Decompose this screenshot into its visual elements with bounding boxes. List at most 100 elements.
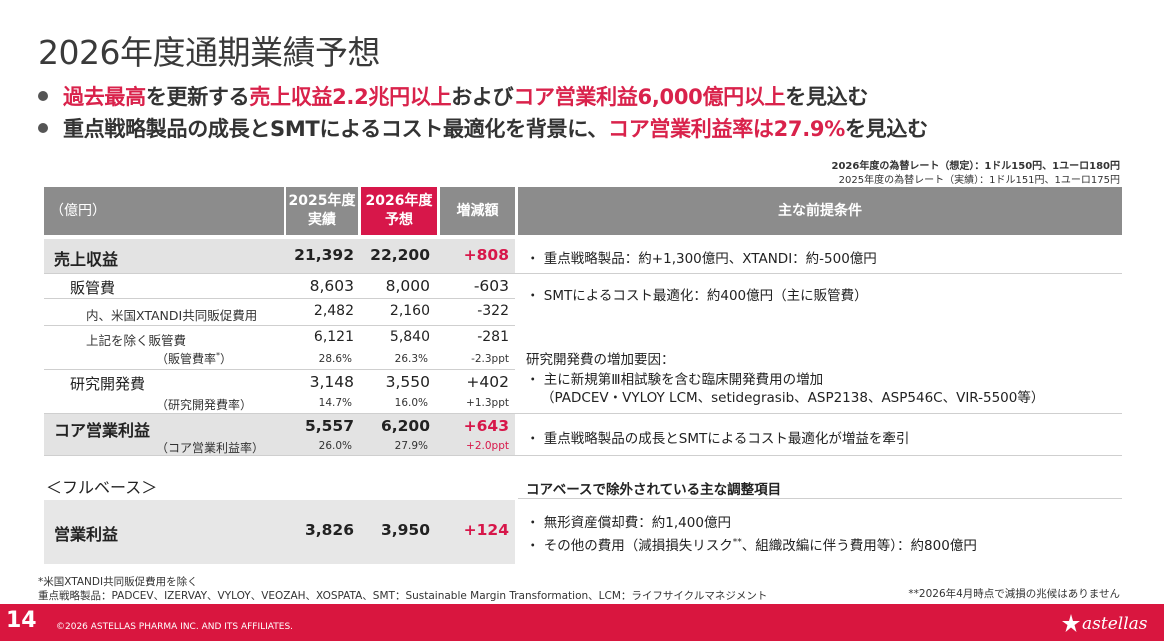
- row-divider: [44, 325, 515, 326]
- row-sga-ratio-change: -2.3ppt: [471, 353, 509, 365]
- row-sga-ex-fy2025: 6,121: [313, 329, 354, 345]
- footnote-2: 重点戦略製品：PADCEV、IZERVAY、VYLOY、VEOZAH、XOSPA…: [38, 590, 768, 602]
- page-title: 2026年度通期業績予想: [38, 33, 380, 72]
- page-number: 14: [6, 608, 37, 633]
- row-core-op-fy2025: 5,557: [304, 417, 354, 435]
- row-op-fy2025: 3,826: [304, 521, 354, 539]
- row-sga-fy2026: 8,000: [385, 277, 430, 295]
- premise-adjustment-2: ・ その他の費用（減損損失リスク**、組織改編に伴う費用等）：約800億円: [526, 534, 977, 555]
- col-header-fy2026-type: 予想: [385, 212, 413, 228]
- premise-sales: ・ 重点戦略製品：約+1,300億円、XTANDI：約-500億円: [526, 251, 877, 267]
- row-rd-label: 研究開発費: [70, 375, 146, 393]
- row-sga-label: 販管費: [70, 279, 116, 297]
- row-sga-fy2025: 8,603: [309, 277, 354, 295]
- bullet-1-seg-3: 売上収益2.2兆円以上: [249, 85, 452, 109]
- bullet-1-seg-6: を見込む: [785, 85, 869, 109]
- row-sales-fy2026: 22,200: [370, 246, 430, 264]
- bullet-dot-icon: [38, 91, 48, 101]
- row-core-op-fy2026: 6,200: [380, 417, 430, 435]
- row-op-change: +124: [463, 521, 509, 539]
- bullet-2-seg-3: を見込む: [844, 117, 928, 141]
- row-op-label: 営業利益: [54, 525, 119, 544]
- logo-wordmark: astellas: [1082, 614, 1148, 634]
- premise-rd-item-1: ・ 主に新規第Ⅲ相試験を含む臨床開発費用の増加: [526, 372, 824, 388]
- row-rd-ratio-fy2025: 14.7%: [318, 397, 352, 409]
- premise-adjustments-heading: コアベースで除外されている主な調整項目: [526, 482, 782, 498]
- summary-bullet-1: 過去最高 を更新する 売上収益2.2兆円以上 および コア営業利益6,000億円…: [38, 80, 928, 112]
- row-xtandi-fy2026: 2,160: [389, 303, 430, 319]
- col-header-premises: 主な前提条件: [518, 187, 1122, 235]
- row-sales-fy2025: 21,392: [294, 246, 354, 264]
- star-icon: [1062, 614, 1080, 632]
- row-op-fy2026: 3,950: [380, 521, 430, 539]
- row-core-op-change: +643: [463, 417, 509, 435]
- col-header-change: 増減額: [440, 187, 515, 235]
- sales-row-band: [44, 239, 515, 273]
- row-divider: [44, 298, 515, 299]
- row-rd-ratio-label: （研究開発費率）: [156, 398, 253, 412]
- col-header-fy2025-type: 実績: [308, 212, 336, 228]
- col-header-fy2025: 2025年度 実績: [286, 187, 358, 235]
- full-basis-label: ＜フルベース＞: [46, 478, 158, 497]
- fx-rate-actual: 2025年度の為替レート（実績）：1ドル151円、1ユーロ175円: [838, 175, 1120, 186]
- row-xtandi-label: 内、米国XTANDI共同販促費用: [86, 308, 258, 323]
- row-core-op-label: コア営業利益: [54, 421, 151, 440]
- row-core-ratio-fy2026: 27.9%: [394, 440, 428, 452]
- row-core-ratio-label: （コア営業利益率）: [156, 441, 265, 455]
- row-rd-fy2026: 3,550: [385, 373, 430, 391]
- premise-adjustment-2-b: 、組織改編に伴う費用等）：約800億円: [741, 538, 977, 554]
- col-header-fy2026: 2026年度 予想: [361, 187, 437, 235]
- row-core-ratio-change: +2.0ppt: [466, 440, 509, 452]
- col-header-fy2025-year: 2025年度: [288, 193, 356, 210]
- footer-bar: [0, 604, 1164, 641]
- row-sga-ratio-fy2025: 28.6%: [318, 353, 352, 365]
- premise-rd-item-2: （PADCEV・VYLOY LCM、setidegrasib、ASP2138、A…: [541, 390, 1045, 406]
- fx-rate-forecast: 2026年度の為替レート（想定）：1ドル150円、1ユーロ180円: [831, 161, 1121, 172]
- premise-adjustment-2-mark: **: [732, 537, 742, 548]
- table-unit-header: （億円）: [44, 187, 284, 235]
- row-sales-change: +808: [463, 246, 509, 264]
- row-xtandi-fy2025: 2,482: [313, 303, 354, 319]
- row-sales-label: 売上収益: [54, 250, 119, 269]
- row-divider: [44, 369, 515, 370]
- row-sga-ex-change: -281: [477, 329, 509, 345]
- summary-bullet-2: 重点戦略製品の成長とSMTによるコスト最適化を背景に、 コア営業利益率は27.9…: [38, 112, 928, 144]
- core-op-row-band: [44, 413, 515, 455]
- row-sga-ratio-fy2026: 26.3%: [394, 353, 428, 365]
- bullet-2-seg-1: 重点戦略製品の成長とSMTによるコスト最適化を背景に、: [63, 117, 608, 141]
- row-rd-fy2025: 3,148: [309, 373, 354, 391]
- row-divider: [44, 455, 1122, 456]
- bullet-2-seg-2: コア営業利益率は27.9%: [608, 117, 845, 141]
- premise-sga: ・ SMTによるコスト最適化：約400億円（主に販管費）: [526, 288, 868, 304]
- op-row-band: [44, 500, 515, 564]
- row-rd-ratio-change: +1.3ppt: [466, 397, 509, 409]
- row-divider: [44, 273, 1122, 274]
- footnote-1: *米国XTANDI共同販促費用を除く: [38, 576, 198, 588]
- summary-bullets: 過去最高 を更新する 売上収益2.2兆円以上 および コア営業利益6,000億円…: [38, 80, 928, 144]
- bullet-1-seg-4: および: [451, 85, 514, 109]
- row-core-ratio-fy2025: 26.0%: [318, 440, 352, 452]
- row-rd-change: +402: [466, 373, 509, 391]
- row-sga-ratio-label: （販管費率*）: [156, 350, 232, 367]
- row-rd-ratio-fy2026: 16.0%: [394, 397, 428, 409]
- bullet-1-seg-5: コア営業利益6,000億円以上: [513, 85, 786, 109]
- row-sga-ratio-label-end: ）: [220, 352, 233, 366]
- row-divider: [518, 498, 1122, 499]
- bullet-dot-icon: [38, 123, 48, 133]
- row-sga-ratio-label-text: （販管費率: [156, 352, 217, 366]
- premise-adjustment-1: ・ 無形資産償却費：約1,400億円: [526, 515, 731, 531]
- premise-rd-heading: 研究開発費の増加要因：: [526, 352, 675, 368]
- row-sga-change: -603: [473, 277, 509, 295]
- row-sga-ratio-mark: *: [216, 351, 221, 360]
- row-divider: [44, 413, 1122, 414]
- copyright: ©2026 ASTELLAS PHARMA INC. AND ITS AFFIL…: [56, 622, 294, 632]
- row-sga-ex-label: 上記を除く販管費: [86, 333, 187, 348]
- col-header-fy2026-year: 2026年度: [365, 193, 433, 210]
- bullet-1-seg-2: を更新する: [145, 85, 250, 109]
- row-xtandi-change: -322: [477, 303, 509, 319]
- row-sga-ex-fy2026: 5,840: [389, 329, 430, 345]
- astellas-logo: astellas: [1060, 612, 1152, 638]
- bullet-1-seg-1: 過去最高: [63, 85, 146, 109]
- premise-adjustment-2-a: ・ その他の費用（減損損失リスク: [526, 538, 733, 554]
- footnote-3: **2026年4月時点で減損の兆候はありません: [908, 588, 1120, 600]
